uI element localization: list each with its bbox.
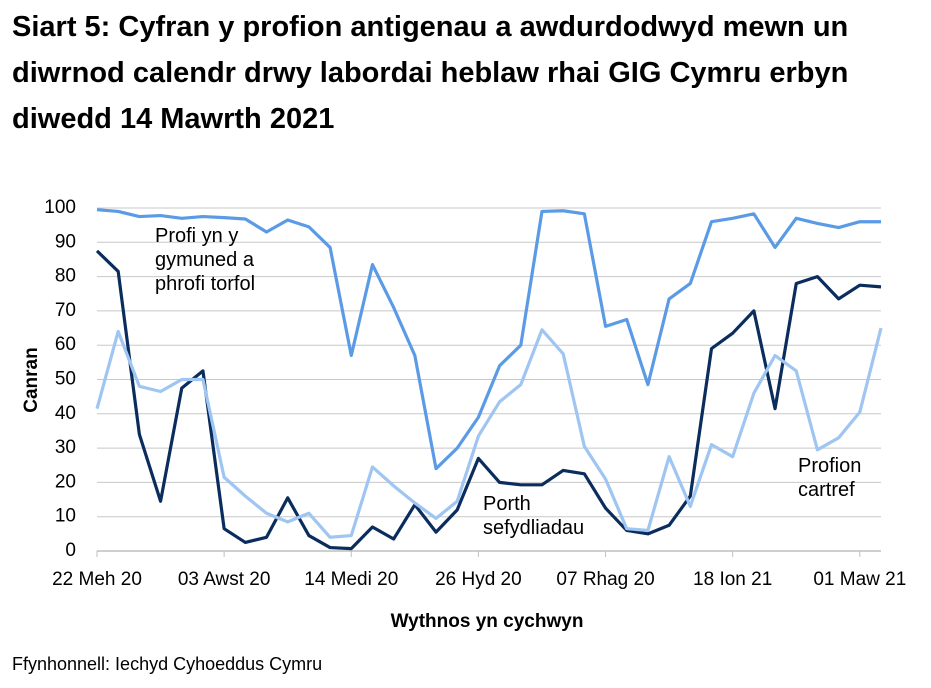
y-tick-label: 10 [55,506,76,527]
series-line [96,208,881,471]
series-label: Profi yn y gymuned a phrofi torfol [155,225,256,295]
y-tick-label: 70 [55,300,76,321]
series-line [95,249,882,551]
y-tick-label: 100 [44,197,76,218]
source: Ffynhonnell: Iechyd Cyhoeddus Cymru [12,654,322,674]
x-tick-label: 03 Awst 20 [178,569,271,590]
x-tick-label: 18 Ion 21 [693,569,772,590]
x-tick-label: 01 Maw 21 [813,569,906,590]
y-tick-label: 80 [55,266,76,287]
y-axis-title: Canran [21,347,42,412]
y-tick-label: 50 [55,369,76,390]
series-line [95,327,883,539]
y-tick-label: 90 [55,231,76,252]
y-tick-label: 20 [55,471,76,492]
x-tick-label: 07 Rhag 20 [556,569,654,590]
series-label: Porth sefydliadau [483,493,585,539]
y-tick-label: 30 [55,437,76,458]
y-tick-label: 40 [55,403,76,424]
x-axis-title: Wythnos yn cychwyn [391,611,584,632]
y-tick-label: 60 [55,334,76,355]
series-label: Profion cartref [798,455,862,501]
y-tick-label: 0 [65,540,76,561]
x-tick-label: 22 Meh 20 [52,569,142,590]
x-tick-label: 26 Hyd 20 [435,569,522,590]
x-tick-label: 14 Medi 20 [304,569,398,590]
chart-title: Siart 5: Cyfran y profion antigenau a aw… [12,11,849,135]
